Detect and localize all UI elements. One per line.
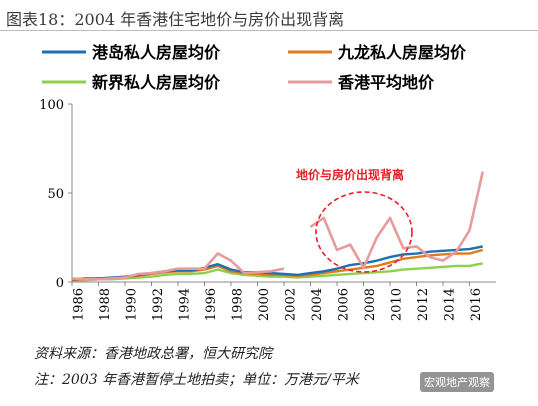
x-tick-label: 2000 [257,288,272,321]
x-tick-label: 1998 [231,288,246,321]
x-tick-label: 2010 [390,288,405,321]
legend-label-hk-island: 港岛私人房屋均价 [92,43,221,62]
y-tick-label: 50 [47,187,64,202]
title-divider [0,30,538,31]
x-tick-label: 2016 [469,288,484,321]
y-ticks: 0 50 100 [39,98,72,291]
series-line-new-territories [72,262,483,282]
x-tick-label: 2002 [284,288,299,321]
series-lines [71,171,485,282]
source-note: 资料来源：香港地政总署，恒大研究院 [34,346,272,362]
x-ticks: 1986 1988 1990 1992 1994 1996 1998 2000 2002 2004… [71,282,484,321]
x-tick-label: 1986 [72,288,87,321]
legend-label-land-price: 香港平均地价 [337,73,435,92]
x-tick-label: 2014 [443,288,458,321]
divergence-highlight-ellipse [315,191,413,273]
series-line-land-price [309,171,485,270]
chart-title: 图表18：2004 年香港住宅地价与房价出现背离 [6,10,345,29]
x-tick-label: 2006 [337,288,352,321]
x-tick-label: 1992 [151,288,166,321]
x-tick-label: 1988 [98,288,113,321]
x-tick-label: 2012 [416,288,431,321]
x-tick-label: 1994 [178,288,193,321]
x-tick-label: 1990 [125,288,140,321]
watermark: 宏观地产观察 [420,372,494,392]
y-tick-label: 100 [39,98,64,113]
series-line-land-price [71,252,285,281]
x-tick-label: 1996 [204,288,219,321]
x-tick-label: 2004 [310,288,325,321]
legend: 港岛私人房屋均价 九龙私人房屋均价 新界私人房屋均价 香港平均地价 [42,43,467,92]
y-tick-label: 0 [56,276,64,291]
divergence-annotation: 地价与房价出现背离 [296,168,405,182]
footnote: 注：2003 年香港暂停土地拍卖；单位：万港元/平米 [34,372,359,388]
x-tick-label: 2008 [363,288,378,321]
legend-label-kowloon: 九龙私人房屋均价 [337,43,467,62]
legend-label-new-territories: 新界私人房屋均价 [92,73,221,92]
